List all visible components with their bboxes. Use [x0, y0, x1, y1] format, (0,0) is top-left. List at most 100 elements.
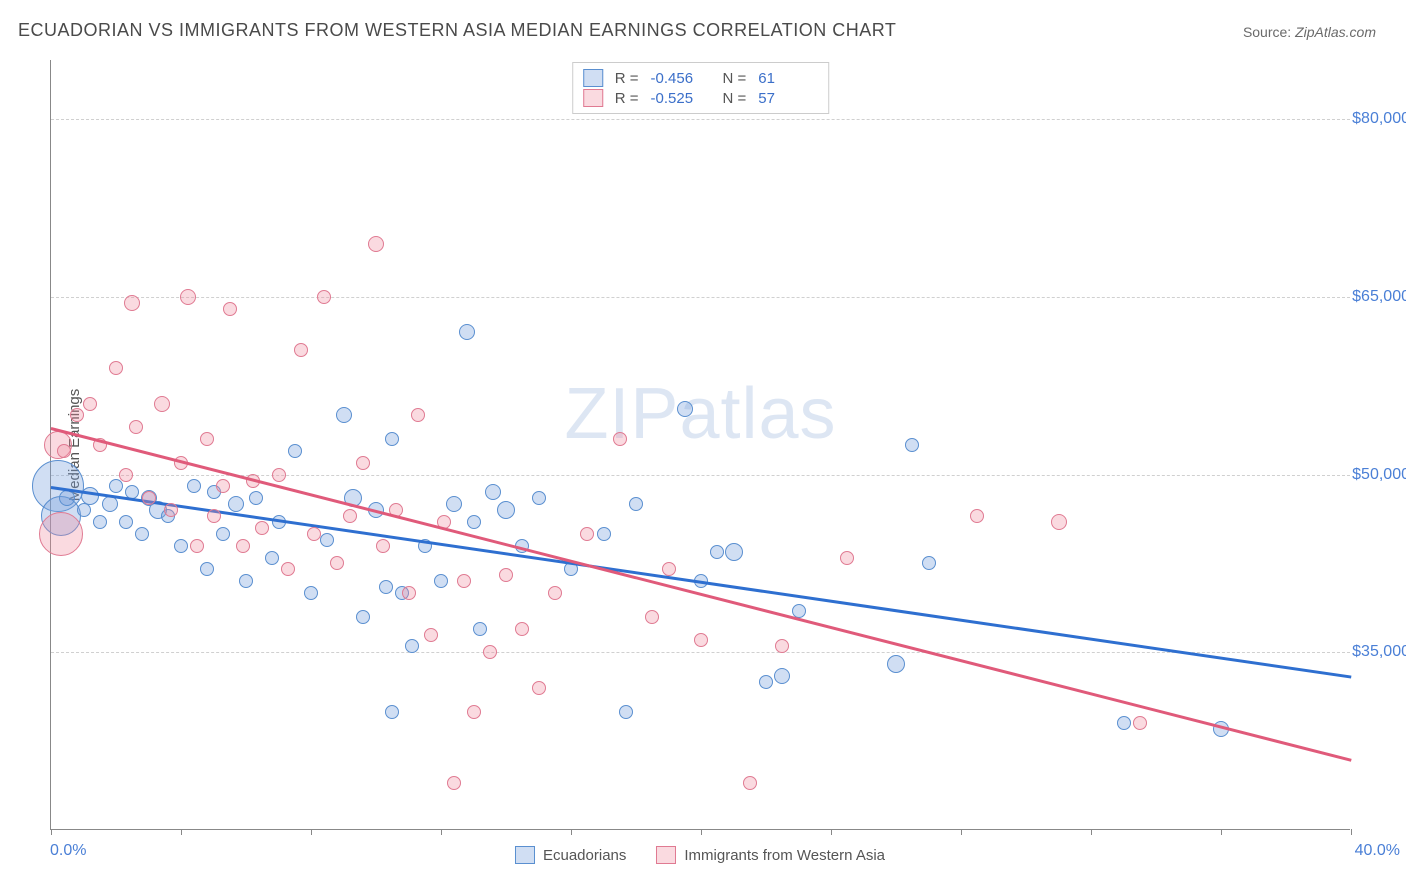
data-point	[81, 487, 99, 505]
data-point	[580, 527, 594, 541]
data-point	[887, 655, 905, 673]
legend-series-name: Immigrants from Western Asia	[684, 847, 885, 864]
source-attribution: Source: ZipAtlas.com	[1243, 24, 1376, 40]
y-tick-label: $80,000	[1352, 110, 1406, 128]
data-point	[304, 586, 318, 600]
legend-series-item: Ecuadorians	[515, 846, 626, 864]
y-tick-label: $35,000	[1352, 643, 1406, 661]
watermark-atlas: atlas	[679, 374, 836, 454]
gridline	[51, 119, 1350, 120]
data-point	[434, 574, 448, 588]
legend-n-label: N =	[723, 70, 747, 87]
data-point	[356, 456, 370, 470]
data-point	[207, 509, 221, 523]
legend-n-value: 61	[758, 70, 818, 87]
data-point	[467, 515, 481, 529]
data-point	[265, 551, 279, 565]
data-point	[294, 343, 308, 357]
data-point	[77, 503, 91, 517]
data-point	[307, 527, 321, 541]
x-tick	[441, 829, 442, 835]
legend-n-label: N =	[723, 90, 747, 107]
data-point	[255, 521, 269, 535]
data-point	[330, 556, 344, 570]
chart-title: ECUADORIAN VS IMMIGRANTS FROM WESTERN AS…	[18, 20, 896, 41]
data-point	[317, 290, 331, 304]
data-point	[485, 484, 501, 500]
data-point	[288, 444, 302, 458]
gridline	[51, 297, 1350, 298]
data-point	[70, 408, 84, 422]
data-point	[102, 496, 118, 512]
source-value: ZipAtlas.com	[1295, 24, 1376, 40]
data-point	[613, 432, 627, 446]
x-tick	[51, 829, 52, 835]
legend-r-label: R =	[615, 90, 639, 107]
data-point	[239, 574, 253, 588]
data-point	[457, 574, 471, 588]
x-tick	[1091, 829, 1092, 835]
data-point	[379, 580, 393, 594]
data-point	[228, 496, 244, 512]
legend-row: R =-0.456N =61	[583, 69, 819, 87]
data-point	[629, 497, 643, 511]
data-point	[677, 401, 693, 417]
data-point	[39, 512, 83, 556]
legend-row: R =-0.525N =57	[583, 89, 819, 107]
legend-swatch	[515, 846, 535, 864]
x-tick	[961, 829, 962, 835]
data-point	[840, 551, 854, 565]
data-point	[187, 479, 201, 493]
data-point	[447, 776, 461, 790]
data-point	[473, 622, 487, 636]
legend-r-label: R =	[615, 70, 639, 87]
data-point	[119, 515, 133, 529]
x-axis-max-label: 40.0%	[1355, 842, 1400, 860]
legend-n-value: 57	[758, 90, 818, 107]
data-point	[1051, 514, 1067, 530]
x-axis-min-label: 0.0%	[50, 842, 86, 860]
data-point	[1133, 716, 1147, 730]
data-point	[548, 586, 562, 600]
data-point	[775, 639, 789, 653]
data-point	[154, 396, 170, 412]
data-point	[385, 705, 399, 719]
data-point	[216, 479, 230, 493]
legend-swatch	[583, 89, 603, 107]
data-point	[694, 633, 708, 647]
x-tick	[1351, 829, 1352, 835]
data-point	[343, 509, 357, 523]
legend-series-name: Ecuadorians	[543, 847, 626, 864]
chart-area: Median Earnings ZIPatlas R =-0.456N =61R…	[50, 60, 1350, 830]
source-label: Source:	[1243, 24, 1291, 40]
y-tick-label: $65,000	[1352, 288, 1406, 306]
x-tick	[311, 829, 312, 835]
correlation-legend: R =-0.456N =61R =-0.525N =57	[572, 62, 830, 114]
data-point	[1117, 716, 1131, 730]
data-point	[83, 397, 97, 411]
data-point	[402, 586, 416, 600]
data-point	[216, 527, 230, 541]
data-point	[483, 645, 497, 659]
legend-series-item: Immigrants from Western Asia	[656, 846, 885, 864]
data-point	[368, 236, 384, 252]
x-tick	[831, 829, 832, 835]
data-point	[532, 491, 546, 505]
series-legend: Ecuadorians Immigrants from Western Asia	[515, 846, 885, 864]
data-point	[57, 444, 71, 458]
data-point	[385, 432, 399, 446]
x-tick	[1221, 829, 1222, 835]
data-point	[109, 479, 123, 493]
data-point	[174, 539, 188, 553]
data-point	[497, 501, 515, 519]
data-point	[249, 491, 263, 505]
data-point	[411, 408, 425, 422]
data-point	[200, 562, 214, 576]
watermark: ZIPatlas	[564, 373, 836, 455]
legend-swatch	[656, 846, 676, 864]
data-point	[710, 545, 724, 559]
data-point	[135, 527, 149, 541]
data-point	[59, 490, 75, 506]
data-point	[200, 432, 214, 446]
data-point	[774, 668, 790, 684]
